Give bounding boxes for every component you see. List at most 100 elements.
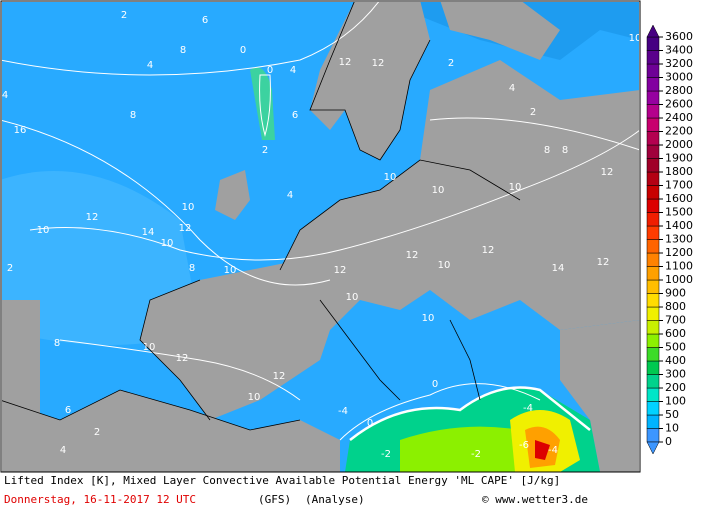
contour-label: 12 (179, 223, 192, 234)
land (2, 300, 40, 430)
colorbar-tick-label: 3200 (665, 57, 693, 70)
colorbar-tick-label: 100 (665, 395, 686, 408)
contour-label: 12 (597, 257, 610, 268)
contour-label: -6 (519, 440, 529, 451)
colorbar-tick-label: 600 (665, 327, 686, 340)
footer-credit: © www.wetter3.de (482, 493, 588, 506)
colorbar-swatch (646, 387, 660, 402)
colorbar-tick-label: 1400 (665, 219, 693, 232)
colorbar-tick-label: 300 (665, 368, 686, 381)
contour-label: -2 (471, 449, 481, 460)
colorbar-arrow (646, 24, 660, 38)
colorbar-tick-label: 3000 (665, 71, 693, 84)
contour-label: 12 (339, 57, 352, 68)
contour-label: 4 (287, 190, 293, 201)
colorbar-swatch (646, 212, 660, 227)
colorbar-tick-label: 700 (665, 314, 686, 327)
footer-model: (GFS) (258, 493, 291, 506)
colorbar-tick-label: 1000 (665, 273, 693, 286)
contour-label: 8 (180, 45, 186, 56)
contour-label: 10 (37, 225, 50, 236)
colorbar-swatch (646, 185, 660, 200)
colorbar-swatch (646, 131, 660, 146)
contour-label: 10 (384, 172, 397, 183)
contour-label: 4 (2, 90, 8, 101)
land (2, 390, 340, 472)
cape-area (250, 67, 275, 140)
contour-label: 8 (130, 110, 136, 121)
colorbar-arrow (646, 441, 660, 455)
colorbar-swatch (646, 347, 660, 362)
colorbar-tick-label: 1500 (665, 206, 693, 219)
contour-label: 8 (54, 338, 60, 349)
colorbar-tick-label: 1600 (665, 192, 693, 205)
colorbar-tick-label: 400 (665, 354, 686, 367)
colorbar-swatch (646, 401, 660, 416)
contour-label: 10 (509, 182, 522, 193)
colorbar-tick-label: 1100 (665, 260, 693, 273)
contour-label: -4 (548, 445, 558, 456)
contour-label: 16 (14, 125, 27, 136)
colorbar-tick-label: 800 (665, 300, 686, 313)
contour-label: 0 (432, 379, 438, 390)
contour-label: 12 (176, 353, 189, 364)
colorbar-swatch (646, 428, 660, 443)
colorbar-tick-label: 1700 (665, 179, 693, 192)
contour-label: 2 (7, 263, 13, 274)
contour-label: 2 (121, 10, 127, 21)
contour-label: 4 (509, 83, 515, 94)
colorbar-tick-label: 900 (665, 287, 686, 300)
land (440, 2, 560, 60)
contour-label: 10 (248, 392, 261, 403)
colorbar-tick-label: 2800 (665, 84, 693, 97)
colorbar-tick-label: 2000 (665, 138, 693, 151)
colorbar-tick-label: 200 (665, 381, 686, 394)
contour-label: 8 (189, 263, 195, 274)
contour-label: 10 (161, 238, 174, 249)
zero-contour (349, 386, 591, 441)
map-frame (0, 0, 641, 473)
coastlines (2, 2, 521, 431)
contour-label: 12 (372, 58, 385, 69)
colorbar-swatch (646, 158, 660, 173)
contour-label: -2 (381, 449, 391, 460)
footer-date: Donnerstag, 16-11-2017 12 UTC (4, 493, 196, 506)
colorbar-tick-label: 1900 (665, 152, 693, 165)
colorbar-tick-label: 500 (665, 341, 686, 354)
contour-label: 2 (262, 145, 268, 156)
colorbar-swatch (646, 266, 660, 281)
colorbar-tick-label: 10 (665, 422, 679, 435)
contour-label: 10 (182, 202, 195, 213)
contour-label: 10 (143, 342, 156, 353)
colorbar-tick-label: 1300 (665, 233, 693, 246)
contour-label: 10 (422, 313, 435, 324)
land (215, 170, 250, 220)
contour-label: 10 (629, 33, 642, 44)
colorbar-swatch (646, 117, 660, 132)
contour-label: 4 (60, 445, 66, 456)
contour-label: 6 (202, 15, 208, 26)
land (280, 60, 639, 330)
colorbar-swatch (646, 333, 660, 348)
colorbar-tick-label: 3600 (665, 30, 693, 43)
contour-label: 10 (346, 292, 359, 303)
colorbar-tick-label: 2600 (665, 98, 693, 111)
colorbar-tick-label: 1200 (665, 246, 693, 259)
colorbar-swatch (646, 293, 660, 308)
colorbar-swatch (646, 171, 660, 186)
colorbar-swatch (646, 144, 660, 159)
colorbar-tick-label: 3400 (665, 44, 693, 57)
contour-label: 0 (367, 418, 373, 429)
colorbar-swatch (646, 63, 660, 78)
colorbar-swatch (646, 36, 660, 51)
colorbar-swatch (646, 90, 660, 105)
land (560, 320, 639, 472)
contour-label: 4 (147, 60, 153, 71)
footer-title: Lifted Index [K], Mixed Layer Convective… (4, 474, 560, 487)
footer-run: (Analyse) (305, 493, 365, 506)
cape-area (535, 440, 550, 460)
contour-label: 14 (552, 263, 565, 274)
colorbar-swatch (646, 239, 660, 254)
contour-label: 6 (292, 110, 298, 121)
